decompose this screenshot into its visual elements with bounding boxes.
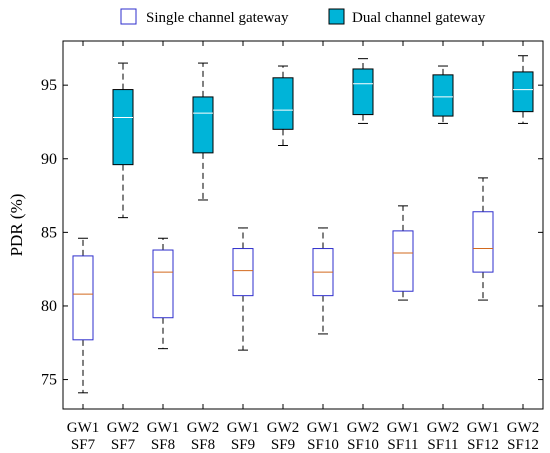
box-iqr: [392, 230, 414, 292]
box-single-9: [392, 205, 414, 301]
box-dual-8: [352, 58, 374, 124]
x-tick-label-sf: SF11: [427, 437, 458, 453]
x-tick-label-gateway: GW2: [267, 420, 300, 436]
box-dual-4: [192, 62, 214, 201]
legend-swatch-single: [120, 8, 137, 25]
x-tick-label-gateway: GW1: [147, 420, 180, 436]
box-iqr: [352, 68, 374, 116]
legend-swatch-dual: [328, 8, 345, 25]
x-tick-label-sf: SF8: [151, 437, 175, 453]
x-tick-label-sf: SF9: [231, 437, 255, 453]
box-iqr: [472, 211, 494, 273]
x-tick-label-sf: SF8: [191, 437, 215, 453]
x-tick-label-gateway: GW1: [387, 420, 420, 436]
y-axis-label: PDR (%): [7, 194, 26, 257]
legend-label-single: Single channel gateway: [146, 10, 289, 26]
box-dual-12: [512, 55, 534, 124]
box-iqr: [192, 96, 214, 154]
x-tick-label-sf: SF10: [307, 437, 339, 453]
x-tick-label-sf: SF12: [467, 437, 499, 453]
x-tick-label-gateway: GW2: [427, 420, 460, 436]
x-tick-label-sf: SF9: [271, 437, 295, 453]
box-single-3: [152, 237, 174, 350]
box-iqr: [232, 248, 254, 297]
x-tick-label-sf: SF11: [387, 437, 418, 453]
x-tick-label-gateway: GW1: [227, 420, 260, 436]
x-tick-label-gateway: GW1: [67, 420, 100, 436]
box-dual-2: [112, 62, 134, 219]
y-axis: 75 80 85 90 95: [41, 77, 543, 389]
box-iqr: [272, 77, 294, 130]
x-tick-label-gateway: GW1: [467, 420, 500, 436]
x-tick-label-sf: SF12: [507, 437, 539, 453]
x-tick-label-sf: SF7: [71, 437, 96, 453]
y-tick-label: 75: [41, 372, 57, 389]
box-dual-10: [432, 65, 454, 124]
y-tick-label: 90: [41, 151, 57, 168]
x-axis: GW1SF7GW2SF7GW1SF8GW2SF8GW1SF9GW2SF9GW1S…: [67, 41, 540, 453]
box-single-1: [72, 237, 94, 394]
box-dual-6: [272, 65, 294, 147]
x-tick-label-gateway: GW2: [187, 420, 220, 436]
x-tick-label-gateway: GW1: [307, 420, 340, 436]
y-tick-label: 80: [41, 298, 57, 315]
box-iqr: [512, 71, 534, 113]
legend: Single channel gateway Dual channel gate…: [120, 8, 486, 26]
box-iqr: [72, 255, 94, 341]
x-tick-label-gateway: GW2: [107, 420, 140, 436]
y-tick-label: 85: [41, 224, 57, 241]
box-iqr: [432, 74, 454, 117]
box-series: [72, 55, 534, 394]
box-single-7: [312, 227, 334, 335]
y-tick-label: 95: [41, 77, 57, 94]
box-iqr: [152, 249, 174, 319]
x-tick-label-sf: SF10: [347, 437, 379, 453]
box-single-11: [472, 177, 494, 301]
x-tick-label-sf: SF7: [111, 437, 136, 453]
box-iqr: [112, 89, 134, 166]
box-single-5: [232, 227, 254, 351]
legend-label-dual: Dual channel gateway: [352, 10, 486, 26]
plot-frame: [62, 40, 544, 410]
x-tick-label-gateway: GW2: [347, 420, 380, 436]
x-tick-label-gateway: GW2: [507, 420, 540, 436]
